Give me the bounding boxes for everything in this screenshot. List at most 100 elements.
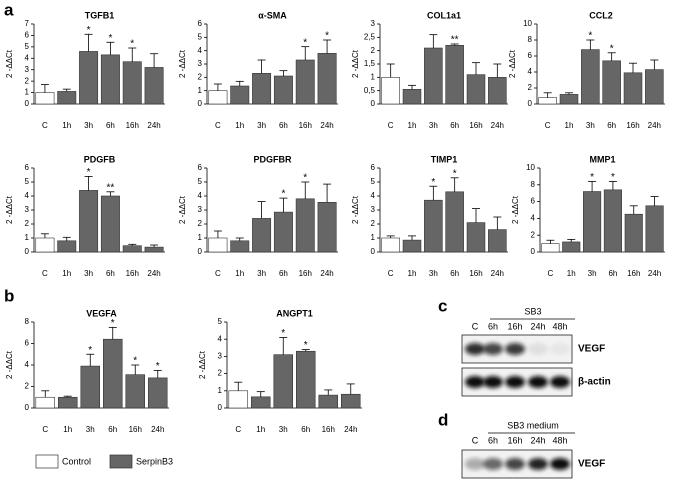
- error-bar: [629, 205, 638, 215]
- error-bar: [586, 39, 595, 50]
- y-tick-label: 6: [198, 163, 203, 172]
- error-bar: [41, 390, 50, 398]
- lane-label: 16h: [507, 321, 522, 331]
- y-tick-label: 1: [25, 233, 30, 242]
- bar: [144, 246, 164, 253]
- x-tick-label: 1h: [63, 425, 72, 434]
- blot-band: [483, 458, 503, 470]
- y-tick-label: 3: [371, 19, 376, 28]
- x-tick-label: 1h: [62, 269, 71, 278]
- blot-band: [550, 343, 570, 355]
- bar: [318, 394, 338, 409]
- x-tick-label: 6h: [106, 269, 115, 278]
- y-tick-label: 5: [25, 177, 30, 186]
- error-bar: [323, 39, 332, 54]
- y-tick-label: 2: [198, 219, 203, 228]
- y-tick-label: 0: [198, 247, 203, 256]
- error-bar: [650, 196, 659, 206]
- blot-band: [528, 458, 548, 470]
- error-bar: [279, 197, 288, 213]
- bar: [230, 85, 250, 105]
- blot-group: SB3: [524, 306, 541, 316]
- x-tick-label: 1h: [408, 269, 417, 278]
- error-bar: [279, 70, 288, 76]
- error-bar: [84, 175, 93, 191]
- x-tick-label: 3h: [86, 425, 95, 434]
- error-bar: [86, 353, 95, 367]
- error-bar: [131, 364, 140, 375]
- error-bar: [279, 337, 288, 355]
- bar: [317, 202, 337, 253]
- error-bar: [257, 201, 266, 219]
- significance: *: [130, 39, 134, 50]
- bar: [100, 54, 120, 105]
- x-tick-label: 6h: [279, 269, 288, 278]
- error-bar: [301, 46, 310, 60]
- bar: [35, 92, 55, 105]
- significance: *: [453, 168, 457, 179]
- x-tick-label: 1h: [567, 269, 576, 278]
- bar: [35, 237, 55, 253]
- y-tick-label: 1: [218, 386, 223, 395]
- bar: [541, 243, 560, 253]
- bar: [103, 338, 123, 409]
- y-tick-label: 3: [371, 205, 376, 214]
- significance: *: [431, 177, 435, 188]
- error-bar: [429, 34, 438, 48]
- y-tick-label: 0: [528, 99, 533, 108]
- error-bar: [128, 47, 137, 62]
- x-tick-label: 24h: [151, 425, 164, 434]
- x-tick-label: 16h: [129, 425, 142, 434]
- error-bar: [450, 177, 459, 192]
- significance: *: [281, 328, 285, 339]
- y-tick-label: 6: [25, 163, 30, 172]
- x-tick-label: 6h: [301, 425, 310, 434]
- error-bar: [301, 349, 310, 352]
- error-bar: [106, 41, 115, 55]
- x-tick-label: 1h: [235, 269, 244, 278]
- chart-title: TGFB1: [85, 10, 115, 20]
- legend-swatch: [109, 454, 133, 469]
- x-tick-label: C: [388, 269, 394, 278]
- bar: [57, 396, 78, 409]
- panel-label: b: [4, 286, 14, 305]
- x-tick-label: 6h: [106, 121, 115, 130]
- lane-label: 16h: [507, 435, 522, 445]
- x-tick-label: C: [42, 121, 48, 130]
- x-tick-label: 6h: [450, 269, 459, 278]
- error-bar: [106, 191, 115, 196]
- bar: [100, 195, 120, 253]
- bar: [466, 74, 486, 105]
- bar: [424, 47, 443, 105]
- error-bar: [128, 243, 137, 246]
- x-tick-label: 16h: [469, 121, 482, 130]
- chart-title: COL1a1: [427, 10, 461, 20]
- error-bar: [150, 244, 159, 248]
- bar: [208, 90, 228, 105]
- error-bar: [546, 239, 555, 244]
- y-tick-label: 1: [25, 88, 30, 97]
- significance: *: [590, 172, 594, 183]
- y-tick-label: 10: [523, 19, 532, 28]
- y-tick-label: 3: [25, 205, 30, 214]
- lane-label: C: [472, 321, 479, 331]
- y-tick-label: 2: [371, 219, 376, 228]
- panel-label: a: [4, 0, 14, 19]
- error-bar: [84, 33, 93, 52]
- y-tick-label: 2: [198, 72, 203, 81]
- error-bar: [386, 235, 395, 238]
- x-tick-label: 3h: [279, 425, 288, 434]
- error-bar: [386, 63, 395, 78]
- chart-title: ANGPT1: [276, 308, 313, 318]
- chart-title: PDGFB: [84, 154, 116, 164]
- bar: [230, 240, 250, 253]
- lane-label: 24h: [530, 321, 545, 331]
- bar: [295, 59, 315, 105]
- lane-label: 48h: [552, 321, 567, 331]
- error-bar: [472, 62, 480, 75]
- y-axis-label: 2 -ΔΔCt: [5, 49, 14, 78]
- y-tick-label: 1,5: [364, 59, 376, 68]
- bar: [445, 191, 464, 253]
- error-bar: [150, 53, 159, 68]
- bar: [251, 396, 271, 409]
